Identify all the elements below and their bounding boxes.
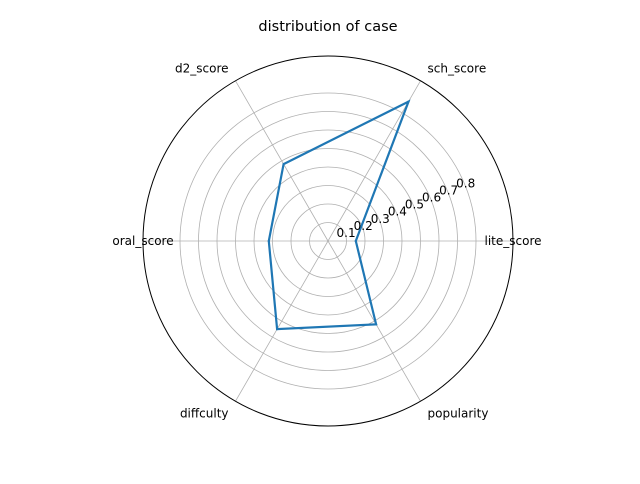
- data-point-lite_score: [354, 239, 357, 243]
- data-point-popularity: [375, 323, 378, 326]
- axis-label-diffculty: diffculty: [180, 406, 229, 420]
- data-point-sch_score: [407, 100, 410, 103]
- axis-label-oral_score: oral_score: [112, 234, 173, 248]
- data-point-d2_score: [282, 162, 285, 166]
- r-tick-label-5: 0.5: [405, 198, 424, 212]
- data-point-diffculty: [276, 328, 279, 331]
- series-layer: [267, 99, 411, 331]
- axis-label-lite_score: lite_score: [485, 234, 542, 248]
- data-point-oral_score: [267, 239, 270, 243]
- r-tick-label-7: 0.7: [439, 183, 458, 197]
- spoke-sch_score: [327, 80, 421, 242]
- grid-layer: [142, 55, 514, 427]
- polar-frame: [142, 55, 514, 427]
- r-tick-label-2: 0.2: [354, 219, 373, 233]
- r-tick-label-8: 0.8: [456, 176, 475, 190]
- axis-label-popularity: popularity: [428, 406, 489, 420]
- chart-title: distribution of case: [258, 19, 397, 35]
- r-tick-label-3: 0.3: [371, 212, 390, 226]
- r-tick-label-6: 0.6: [422, 191, 441, 205]
- axis-label-sch_score: sch_score: [428, 62, 487, 76]
- r-tick-label-1: 0.1: [337, 226, 356, 240]
- spoke-diffculty: [235, 240, 329, 402]
- label-layer: lite_score sch_score d2_score oral_scoredif…: [112, 62, 541, 421]
- spoke-d2_score: [235, 80, 329, 242]
- tick-layer: 0.10.20.30.40.50.60.70.8: [337, 176, 476, 240]
- axis-label-d2_score: d2_score: [175, 62, 229, 76]
- r-tick-label-4: 0.4: [388, 205, 407, 219]
